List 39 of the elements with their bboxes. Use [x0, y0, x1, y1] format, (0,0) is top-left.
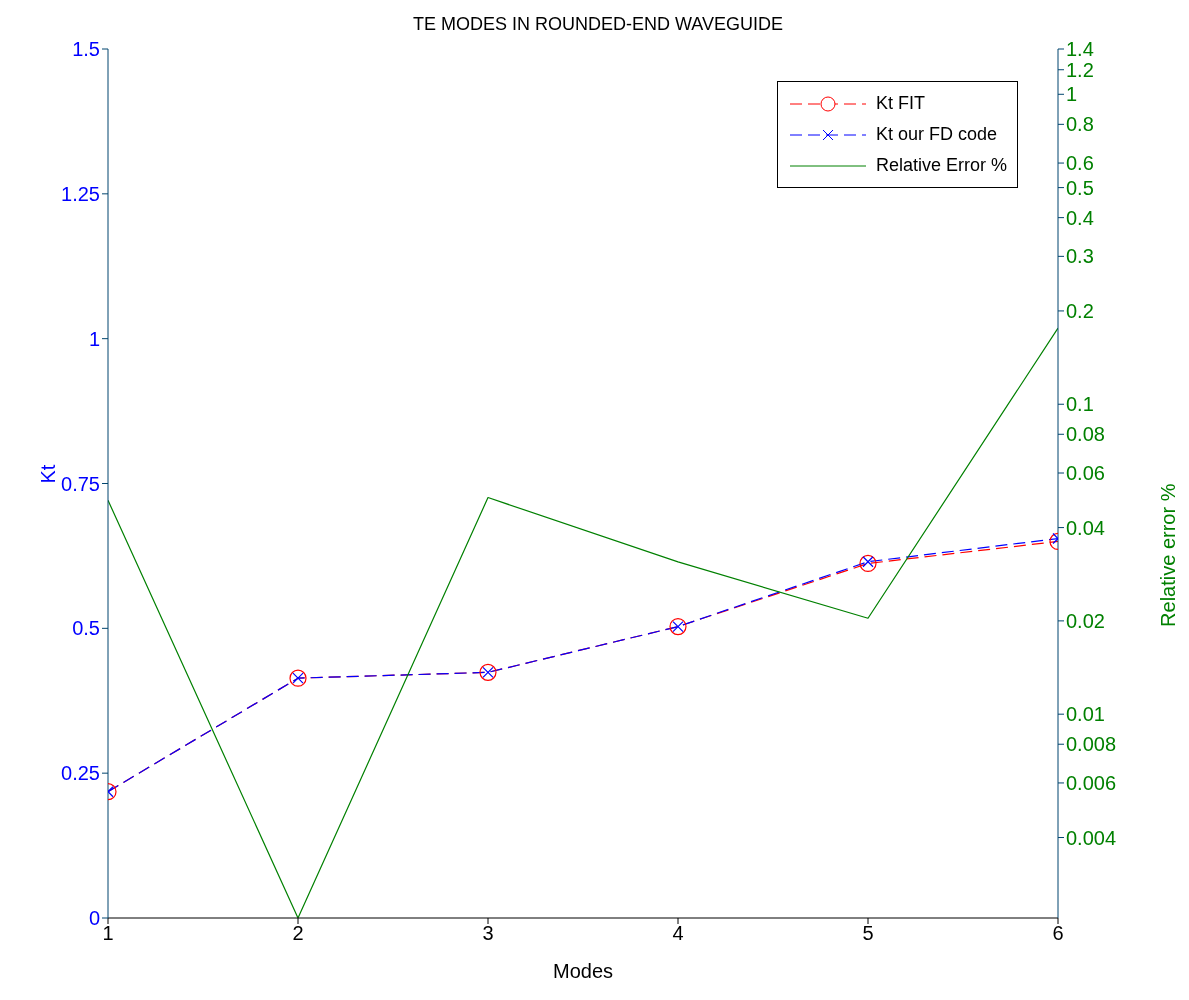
y2-tick-label: 0.5	[1066, 176, 1094, 199]
y2-tick-label: 0.02	[1066, 609, 1105, 632]
y2-tick-label: 0.008	[1066, 733, 1117, 756]
y2-tick-label: 0.3	[1066, 245, 1094, 268]
y-tick-label: 0.25	[61, 762, 100, 785]
y2-axis-title: Relative error %	[1157, 483, 1180, 627]
x-axis-title: Modes	[552, 960, 614, 982]
y-tick-label: 1	[88, 327, 100, 350]
x-tick-label: 1	[102, 922, 114, 945]
x-tick-label: 6	[1052, 922, 1064, 945]
y2-tick-label: 0.08	[1066, 423, 1105, 446]
y2-tick-label: 0.6	[1066, 152, 1094, 175]
y2-tick-label: 0.06	[1066, 462, 1105, 485]
y2-tick-label: 0.4	[1066, 206, 1094, 229]
legend-label: Kt FIT	[875, 93, 925, 114]
y-tick-label: 0.5	[72, 617, 100, 640]
y2-tick-label: 0.01	[1066, 703, 1105, 726]
x-tick-label: 4	[672, 922, 684, 945]
y2-tick-label: 0.006	[1066, 772, 1117, 795]
y2-tick-label: 0.2	[1066, 300, 1094, 323]
y-tick-label: 0.75	[61, 472, 100, 495]
y-axis-title: Kt	[37, 464, 60, 484]
point	[859, 554, 877, 573]
x-tick-label: 2	[292, 922, 304, 945]
y-tick-label: 1.25	[61, 182, 100, 205]
legend-label: Kt our FD code	[875, 124, 998, 145]
y2-tick-label: 1.2	[1066, 58, 1094, 81]
chart-title: TE MODES IN ROUNDED-END WAVEGUIDE	[412, 14, 784, 35]
y2-tick-label: 1.4	[1066, 38, 1094, 61]
x-tick-label: 3	[482, 922, 494, 945]
y2-tick-label: 0.1	[1066, 393, 1094, 416]
y2-tick-label: 0.8	[1066, 113, 1094, 136]
y-tick-label: 0	[88, 907, 100, 930]
y-tick-label: 1.5	[72, 38, 100, 61]
y2-tick-label: 1	[1066, 83, 1078, 106]
legend-label: Relative Error %	[875, 155, 1007, 176]
x-tick-label: 5	[862, 922, 874, 945]
y2-tick-label: 0.04	[1066, 516, 1105, 539]
y2-tick-label: 0.004	[1066, 826, 1117, 849]
